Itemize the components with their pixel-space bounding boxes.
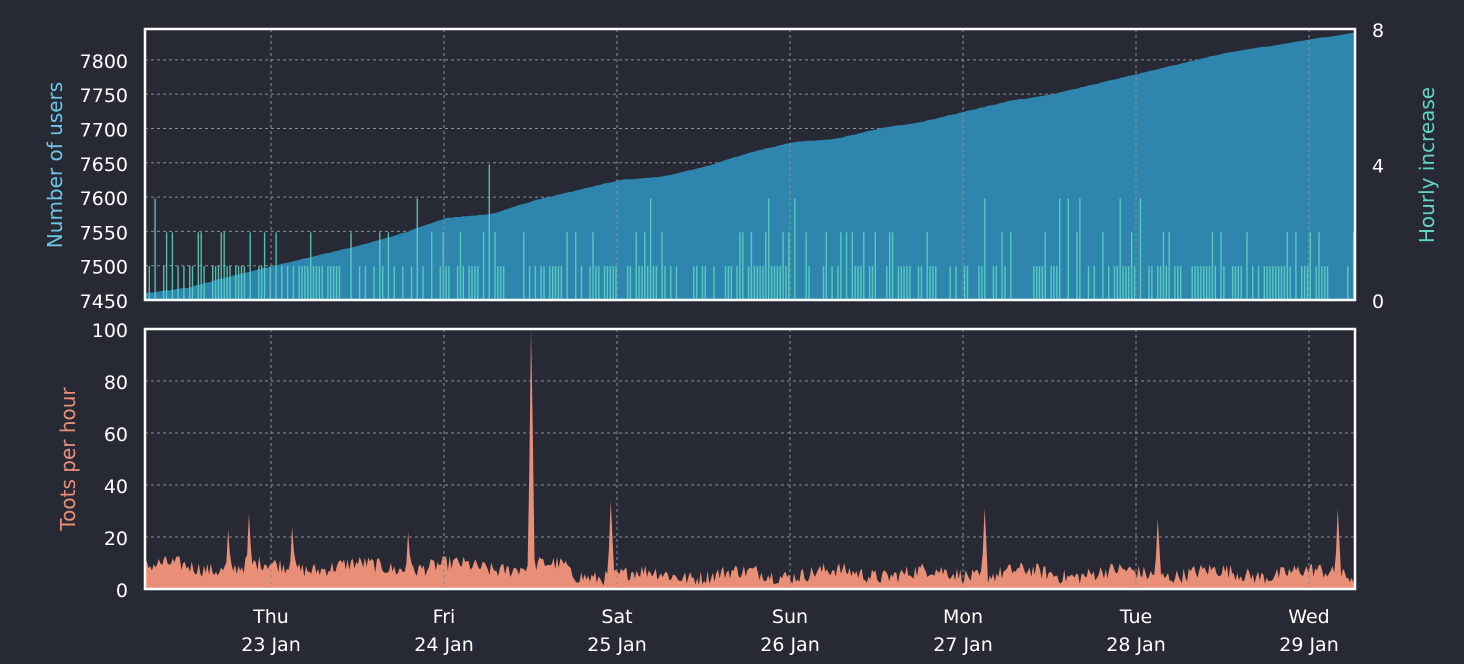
hourly-increase-bars [148,164,1355,300]
xtick-weekday: Mon [943,606,983,628]
toots-panel-frame [143,327,1357,591]
xtick-date: 24 Jan [414,634,474,656]
xtick-date: 27 Jan [933,634,993,656]
xtick-date: 29 Jan [1279,634,1339,656]
toots-ytick-label: 0 [116,580,128,602]
xtick-date: 23 Jan [241,634,301,656]
users-ytick-label: 7750 [80,85,128,107]
xtick-date: 26 Jan [760,634,820,656]
toots-ytick-label: 80 [104,372,128,394]
toots-ytick-label: 20 [104,528,128,550]
hourly-ylabel: Hourly increase [1415,87,1439,243]
toots-area [145,329,1355,589]
users-ytick-label: 7800 [80,51,128,73]
xtick-weekday: Sun [772,606,808,628]
users-ytick-label: 7650 [80,154,128,176]
toots-ytick-label: 60 [104,424,128,446]
hourly-ytick-label: 4 [1372,156,1384,178]
users-ytick-label: 7600 [80,188,128,210]
users-ylabel: Number of users [43,82,67,248]
xtick-weekday: Thu [252,606,289,628]
xtick-weekday: Sat [601,606,632,628]
toots-ytick-label: 100 [92,320,128,342]
users-ytick-label: 7500 [80,257,128,279]
hourly-ytick-label: 8 [1372,20,1384,42]
users-ytick-label: 7550 [80,222,128,244]
xtick-weekday: Fri [433,606,456,628]
hourly-ytick-label: 0 [1372,291,1384,313]
users-ytick-label: 7450 [80,291,128,313]
xtick-date: 28 Jan [1106,634,1166,656]
users-area [145,32,1355,301]
toots-ytick-label: 40 [104,476,128,498]
users-panel-frame [143,27,1357,302]
xtick-weekday: Tue [1119,606,1152,628]
toots-ylabel: Toots per hour [56,387,80,532]
xtick-date: 25 Jan [587,634,647,656]
users-ytick-label: 7700 [80,119,128,141]
xtick-weekday: Wed [1288,606,1329,628]
